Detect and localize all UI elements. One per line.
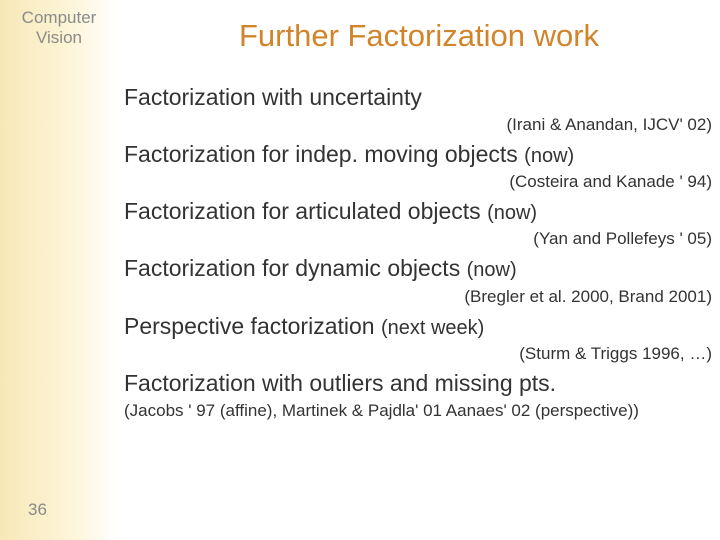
topic-note: (now) [467, 259, 517, 281]
slide-body: Further Factorization work Factorization… [118, 0, 720, 540]
topic-citation: (Bregler et al. 2000, Brand 2001) [118, 287, 712, 307]
topic-citation: (Yan and Pollefeys ' 05) [118, 229, 712, 249]
topic-citation: (Sturm & Triggs 1996, …) [118, 344, 712, 364]
topic-item: Factorization for articulated objects (n… [124, 198, 714, 225]
course-title-line2: Vision [36, 28, 82, 47]
course-title: Computer Vision [0, 0, 118, 47]
topic-heading: Factorization with outliers and missing … [124, 370, 556, 396]
topic-note: (now) [524, 145, 574, 167]
topic-heading: Factorization for dynamic objects [124, 255, 467, 281]
page-number: 36 [28, 500, 47, 520]
topic-heading: Factorization for articulated objects [124, 198, 487, 224]
sidebar: Computer Vision 36 [0, 0, 118, 540]
topic-item: Perspective factorization (next week) [124, 313, 714, 340]
course-title-line1: Computer [22, 8, 97, 27]
slide-title: Further Factorization work [118, 18, 720, 54]
topic-citation: (Jacobs ' 97 (affine), Martinek & Pajdla… [124, 401, 720, 421]
topic-note: (next week) [381, 317, 484, 339]
topic-citation: (Irani & Anandan, IJCV' 02) [118, 115, 712, 135]
topic-citation: (Costeira and Kanade ' 94) [118, 172, 712, 192]
topic-item: Factorization for indep. moving objects … [124, 141, 714, 168]
topic-note: (now) [487, 202, 537, 224]
topic-item: Factorization with outliers and missing … [124, 370, 714, 397]
topic-item: Factorization for dynamic objects (now) [124, 255, 714, 282]
topic-heading: Factorization for indep. moving objects [124, 141, 524, 167]
topic-item: Factorization with uncertainty [124, 84, 714, 111]
topic-heading: Perspective factorization [124, 313, 381, 339]
topic-heading: Factorization with uncertainty [124, 84, 422, 110]
